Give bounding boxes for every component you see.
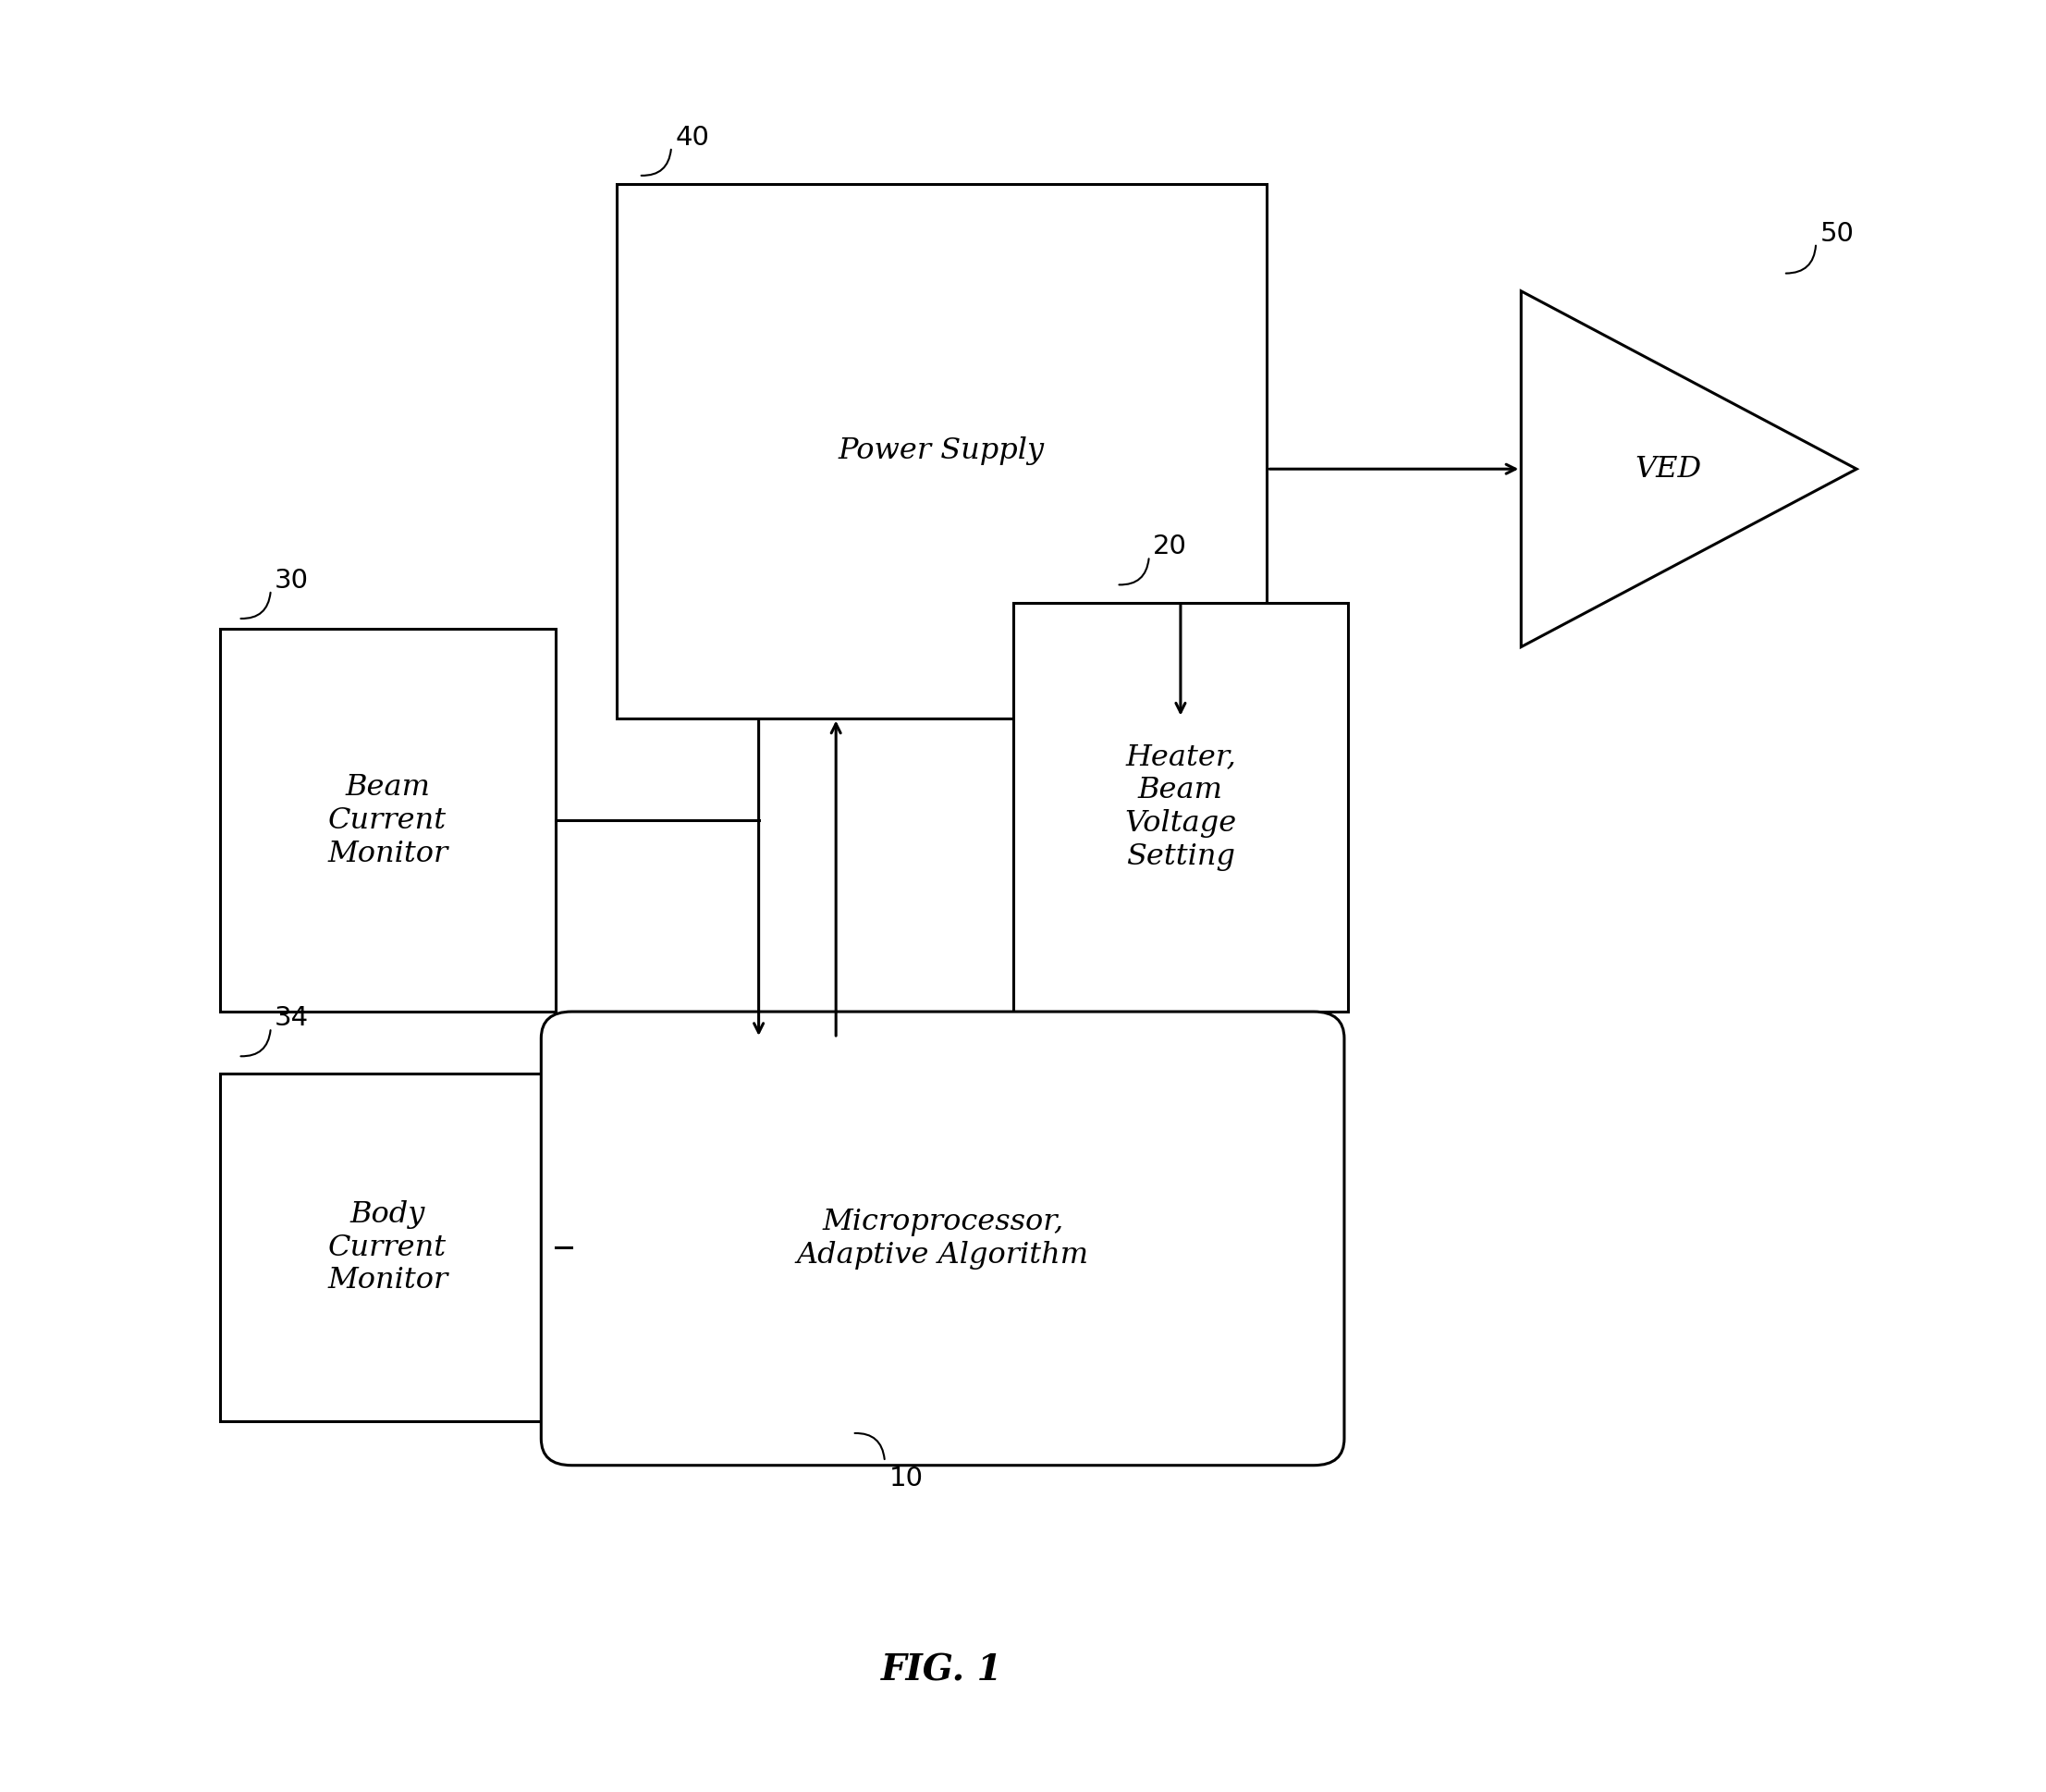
Text: Microprocessor,
Adaptive Algorithm: Microprocessor, Adaptive Algorithm	[796, 1208, 1088, 1269]
Text: Beam
Current
Monitor: Beam Current Monitor	[327, 772, 448, 867]
Text: 34: 34	[274, 1005, 309, 1030]
Text: Body
Current
Monitor: Body Current Monitor	[327, 1201, 448, 1296]
Text: 40: 40	[675, 125, 710, 151]
Text: Power Supply: Power Supply	[839, 437, 1046, 466]
Text: FIG. 1: FIG. 1	[882, 1652, 1003, 1688]
Polygon shape	[1520, 290, 1856, 647]
Text: Heater,
Beam
Voltage
Setting: Heater, Beam Voltage Setting	[1125, 744, 1236, 871]
FancyBboxPatch shape	[616, 185, 1266, 719]
Text: 20: 20	[1154, 534, 1187, 559]
Text: 30: 30	[274, 568, 309, 593]
FancyBboxPatch shape	[219, 1073, 554, 1421]
FancyBboxPatch shape	[540, 1012, 1344, 1466]
FancyBboxPatch shape	[219, 629, 554, 1012]
Text: VED: VED	[1635, 455, 1702, 484]
Text: 50: 50	[1821, 220, 1854, 247]
Text: 10: 10	[888, 1466, 923, 1491]
FancyBboxPatch shape	[1013, 602, 1348, 1012]
